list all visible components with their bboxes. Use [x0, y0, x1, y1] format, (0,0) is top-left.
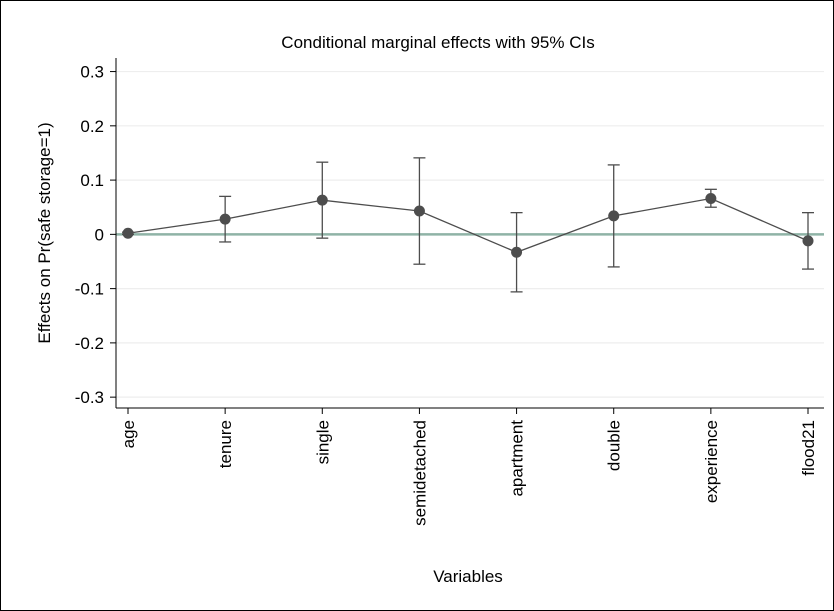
point-flood21 [802, 235, 814, 247]
x-tick-label-apartment: apartment [508, 420, 527, 497]
point-age [122, 227, 134, 239]
y-axis-ticks: 0.3 0.2 0.1 0 -0.1 -0.2 -0.3 [75, 63, 116, 407]
point-apartment [511, 246, 523, 258]
series-effects [122, 157, 814, 293]
y-tick-label: 0.1 [80, 171, 104, 190]
x-tick-label-flood21: flood21 [799, 420, 818, 476]
y-axis-title: Effects on Pr(safe storage=1) [35, 122, 54, 343]
x-tick-label-semidetached: semidetached [410, 420, 429, 526]
x-tick-label-double: double [605, 420, 624, 471]
series-line [127, 197, 809, 253]
x-tick-label-single: single [313, 420, 332, 464]
point-experience [705, 193, 717, 205]
y-tick-label: 0.2 [80, 117, 104, 136]
y-tick-label: -0.3 [75, 388, 104, 407]
point-semidetached [413, 205, 425, 217]
grid-lines [116, 70, 824, 398]
point-tenure [219, 213, 231, 225]
y-tick-label: -0.2 [75, 334, 104, 353]
y-tick-label: 0.3 [80, 63, 104, 82]
point-double [608, 210, 620, 222]
x-axis-title: Variables [433, 567, 503, 586]
chart-title: Conditional marginal effects with 95% CI… [281, 33, 594, 52]
y-tick-label: -0.1 [75, 280, 104, 299]
x-tick-label-experience: experience [702, 420, 721, 503]
x-axis-ticks: age tenure single semidetached apartment doub… [119, 408, 818, 526]
point-single [316, 194, 328, 206]
axes [115, 58, 824, 409]
y-tick-label: 0 [95, 225, 104, 244]
x-tick-label-age: age [119, 420, 138, 448]
x-tick-label-tenure: tenure [216, 420, 235, 468]
